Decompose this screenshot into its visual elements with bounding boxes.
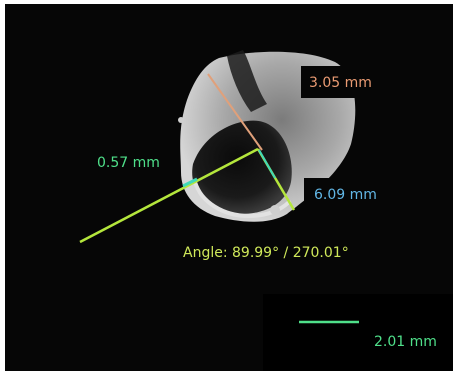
blue-ruler-segment bbox=[258, 149, 276, 179]
specimen-notch bbox=[227, 50, 267, 112]
angle-label[interactable]: Angle: 89.99° / 270.01° bbox=[183, 245, 349, 261]
orange-ruler-line bbox=[207, 73, 263, 151]
measurement-label-top[interactable]: 3.05 mm bbox=[301, 66, 391, 98]
measurement-label-right[interactable]: 6.09 mm bbox=[304, 178, 386, 210]
scale-bar-panel bbox=[263, 294, 453, 371]
measurement-label-left[interactable]: 0.57 mm bbox=[97, 155, 160, 171]
green-ruler-segment bbox=[182, 177, 198, 188]
scale-bar-label: 2.01 mm bbox=[374, 334, 437, 350]
specimen-cavity bbox=[192, 120, 292, 214]
specimen-bump bbox=[270, 205, 280, 215]
image-viewport[interactable]: 3.05 mm 0.57 mm 6.09 mm Angle: 89.99° / … bbox=[5, 4, 453, 371]
specimen-bump bbox=[178, 117, 184, 123]
scale-bar-overlay bbox=[299, 320, 359, 324]
angle-line-long bbox=[79, 147, 259, 244]
